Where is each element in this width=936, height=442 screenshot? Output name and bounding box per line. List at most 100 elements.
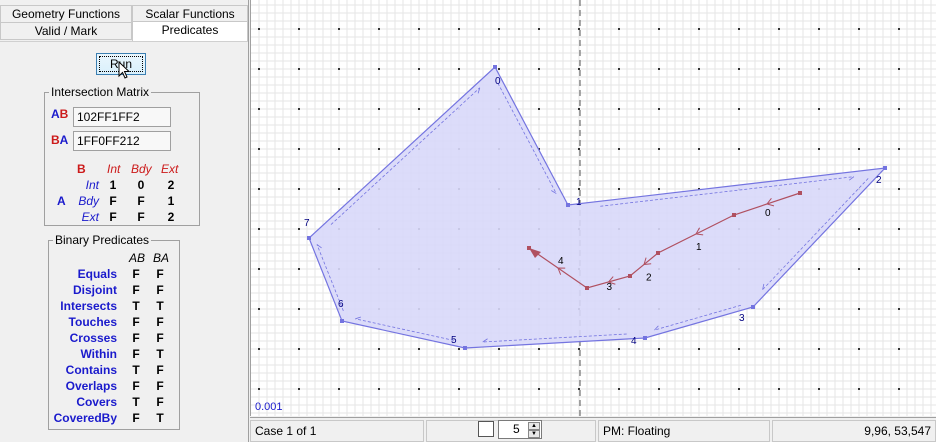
grid-dot [738,348,740,350]
predicate-disjoint: Disjoint [73,283,117,297]
grid-dot [618,388,620,390]
grid-dot [258,388,260,390]
case-checkbox[interactable] [478,421,494,437]
line-segment-label: 0 [765,208,771,219]
grid-dot [698,28,700,30]
direction-arrow-icon [849,176,855,181]
geometry-canvas[interactable]: 0 1 2 3 4 5 6 7 0 1 2 3 4 0.001 [250,0,936,416]
predicate-ba-value: F [156,395,164,409]
grid-dot [458,28,460,30]
predicate-ba-value: T [156,299,164,313]
grid-dot [898,188,900,190]
grid-dot [298,308,300,310]
matrix-cell: 0 [137,178,145,192]
grid-dot [818,68,820,70]
direction-arrow-icon [316,244,322,249]
grid-dot [618,148,620,150]
grid-dot [258,348,260,350]
grid-dot [698,148,700,150]
tab-predicates[interactable]: Predicates [132,21,248,41]
grid-dot [858,348,860,350]
geometry-view[interactable]: 0 1 2 3 4 5 6 7 0 1 2 3 4 [251,0,936,416]
matrix-col-int: Int [107,162,121,176]
grid-dot [378,348,380,350]
grid-dot [778,68,780,70]
polygon-vertex [340,319,344,323]
predicate-ab-value: F [132,283,140,297]
status-bar: Case 1 of 1 PM: Floating 9,96, 53,547 [250,417,936,442]
grid-dot [898,388,900,390]
predicate-ba-value: F [156,379,164,393]
line-segment-label: 3 [607,282,613,293]
polygon-vertex-label: 6 [338,299,344,310]
spin-up-icon[interactable]: ▲ [528,422,540,430]
predicate-ab-value: F [132,315,140,329]
grid-dot [858,28,860,30]
grid-dot [418,28,420,30]
grid-dot [458,68,460,70]
matrix-col-ext: Ext [161,162,179,176]
ab-matrix-field[interactable]: 102FF1FF2 [73,107,171,127]
grid-dot [698,108,700,110]
predicate-ab-value: F [132,379,140,393]
grid-dot [258,228,260,230]
matrix-cell: F [109,194,117,208]
grid-dot [378,148,380,150]
direction-arrow-icon [482,338,488,343]
predicate-col-ab: AB [129,251,146,265]
direction-arrow-icon [551,190,557,194]
grid-dot [578,28,580,30]
scale-label: 0.001 [255,401,283,413]
grid-dot [738,28,740,30]
case-status: Case 1 of 1 [250,420,424,442]
ba-label: BA [51,133,69,147]
grid-dot [618,68,620,70]
grid-dot [738,108,740,110]
left-panel: Geometry Functions Scalar Functions Vali… [0,0,249,442]
grid-dot [578,108,580,110]
matrix-cell: 2 [167,178,175,192]
precision-model-status: PM: Floating [598,420,770,442]
ba-matrix-field[interactable]: 1FF0FF212 [73,131,171,151]
grid-dot [618,28,620,30]
matrix-cell: F [137,194,145,208]
line-segment-label: 1 [696,242,702,253]
case-spinner[interactable]: 5 ▲ ▼ [498,420,542,439]
grid-dot [898,228,900,230]
grid-dot [578,388,580,390]
grid-dot [858,268,860,270]
grid-dot [858,68,860,70]
grid-dot [258,148,260,150]
line-direction-icon [557,267,566,275]
grid-dot [298,188,300,190]
polygon-vertex [643,336,647,340]
grid-dot [338,148,340,150]
intersection-matrix-title: Intersection Matrix [49,85,152,99]
tab-geometry-functions[interactable]: Geometry Functions [0,5,132,23]
grid-dot [898,348,900,350]
line-segment-label: 4 [558,256,564,267]
grid-dot [658,388,660,390]
line-direction-icon [643,257,652,266]
grid-dot [818,308,820,310]
polygon-vertex [493,65,497,69]
ab-label: AB [51,107,69,121]
predicate-col-ba: BA [153,251,170,265]
polygon-vertex-label: 1 [576,197,582,208]
grid-dot [858,388,860,390]
predicate-contains: Contains [65,363,117,377]
matrix-cell: 2 [167,210,175,224]
tab-valid-mark[interactable]: Valid / Mark [0,22,132,40]
mouse-cursor-icon [118,61,131,79]
predicate-ba-value: F [156,267,164,281]
grid-dot [338,28,340,30]
grid-dot [498,28,500,30]
grid-dot [258,28,260,30]
grid-dot [778,348,780,350]
line-segment-label: 2 [646,273,652,284]
predicate-ab-value: T [132,299,140,313]
polygon-vertex-label: 3 [739,313,745,324]
spin-down-icon[interactable]: ▼ [528,430,540,438]
grid-dot [618,348,620,350]
grid-dot [778,388,780,390]
